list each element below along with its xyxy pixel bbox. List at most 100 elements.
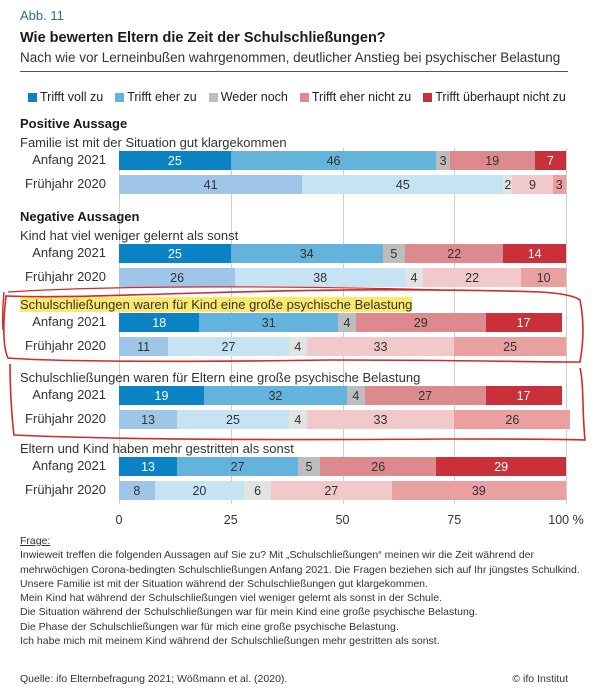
bar-segment: 13 [119,410,178,429]
note-line: Inwieweit treffen die folgenden Aussagen… [20,549,580,576]
stacked-bar: 13 25 4 33 26 [119,410,571,429]
bar-segment: 38 [235,268,406,287]
bar-segment: 25 [119,244,231,263]
group-heading: Positive Aussage [20,116,128,131]
row-label: Frühjahr 2020 [25,411,106,426]
bar-segment: 17 [485,313,562,332]
bar-segment: 27 [270,481,392,500]
x-tick-label: 25 [223,513,238,527]
legend-swatch [208,92,218,102]
bar-segment: 4 [346,386,365,405]
copyright: © ifo Institut [512,673,568,685]
stacked-bar: 25 34 5 22 14 [119,244,566,263]
row-label: Frühjahr 2020 [25,482,106,497]
row-label: Frühjahr 2020 [25,176,106,191]
note-line: Mein Kind hat während der Schulschließun… [20,592,442,605]
bar-segment: 11 [119,337,169,356]
legend-label: Weder noch [220,90,288,104]
bar-segment: 5 [382,244,406,263]
stacked-bar: 11 27 4 33 25 [119,337,566,356]
chart-subtitle: Nach wie vor Lerneinbußen wahrgenommen, … [20,50,561,65]
bar-segment: 18 [119,313,200,332]
legend: Trifft voll zu Trifft eher zu Weder noch Tr… [28,90,566,104]
x-tick-label: 100 % [548,513,584,527]
bar-segment: 7 [534,151,566,170]
note-line: Die Phase der Schulschließungen war für … [20,620,399,633]
row-label: Anfang 2021 [32,387,106,402]
bar-segment: 22 [405,244,504,263]
bar-segment: 26 [119,268,236,287]
legend-label: Trifft überhaupt nicht zu [435,90,566,104]
stacked-bar: 26 38 4 22 10 [119,268,566,287]
bar-segment: 13 [119,457,178,476]
figure-label: Abb. 11 [20,8,64,23]
bar-segment: 39 [391,481,566,500]
bar-segment: 14 [503,244,566,263]
legend-swatch [28,92,37,102]
bar-segment: 19 [449,151,535,170]
annotation-stroke [7,286,441,293]
legend-item: Trifft eher nicht zu [299,90,412,104]
bar-segment: 17 [485,386,562,405]
group-heading: Negative Aussagen [20,209,140,224]
stacked-bar: 8 20 6 27 39 [119,481,566,500]
note-line: Ich habe mich mit meinem Kind während de… [20,635,440,648]
legend-item: Weder noch [208,90,288,104]
bar-segment: 2 [503,175,513,194]
bar-segment: 32 [203,386,347,405]
legend-swatch [423,92,433,102]
bar-segment: 6 [244,481,271,500]
stacked-bar: 18 31 4 29 17 [119,313,566,332]
bar-segment: 8 [119,481,155,500]
legend-item: Trifft überhaupt nicht zu [423,90,566,104]
note-line: Unsere Familie ist mit der Situation wäh… [20,577,428,590]
stacked-bar: 25 46 3 19 7 [119,151,566,170]
bar-segment: 4 [288,337,307,356]
row-label: Anfang 2021 [32,245,106,260]
bar-segment: 33 [306,410,455,429]
stacked-bar: 13 27 5 26 29 [119,457,566,476]
bar-segment: 45 [302,175,504,194]
x-tick-label: 0 [115,513,123,527]
statement-label: Eltern und Kind haben mehr gestritten al… [20,441,294,456]
bar-segment: 20 [154,481,245,500]
legend-swatch [299,92,309,102]
legend-swatch [115,92,125,102]
bar-segment: 27 [364,386,486,405]
question-label: Frage: [20,535,51,547]
bar-segment: 27 [177,457,298,476]
stacked-bar: 41 45 2 9 3 [119,175,566,194]
x-tick-label: 50 [335,513,350,527]
stacked-bar: 19 32 4 27 17 [119,386,566,405]
source-note: Quelle: ifo Elternbefragung 2021; Wößman… [20,673,288,685]
bar-segment: 22 [422,268,522,287]
bar-segment: 9 [512,175,553,194]
row-label: Anfang 2021 [32,314,106,329]
bar-segment: 3 [552,175,566,194]
statement-label: Kind hat viel weniger gelernt als sonst [20,228,239,243]
bar-segment: 25 [119,151,231,170]
legend-label: Trifft eher nicht zu [311,90,412,104]
bar-segment: 25 [177,410,289,429]
row-label: Frühjahr 2020 [25,338,106,353]
bar-segment: 4 [288,410,307,429]
bar-segment: 34 [230,244,383,263]
bar-segment: 29 [436,457,566,476]
bar-segment: 31 [199,313,339,332]
bar-segment: 4 [405,268,423,287]
x-tick-label: 75 [447,513,462,527]
legend-item: Trifft voll zu [28,90,103,104]
notes: Frage: Inwieweit treffen die folgenden A… [20,534,580,648]
legend-item: Trifft eher zu [115,90,197,104]
chart-title: Wie bewerten Eltern die Zeit der Schulsc… [20,30,386,46]
annotation-stroke [1,291,5,331]
legend-label: Trifft eher zu [127,90,197,104]
bar-segment: 26 [320,457,437,476]
bar-segment: 5 [297,457,321,476]
row-label: Frühjahr 2020 [25,269,106,284]
row-label: Anfang 2021 [32,458,106,473]
statement-label: Familie ist mit der Situation gut klarge… [20,135,287,150]
legend-label: Trifft voll zu [40,90,104,104]
note-line: Die Situation während der Schulschließun… [20,606,478,619]
bar-segment: 26 [454,410,571,429]
